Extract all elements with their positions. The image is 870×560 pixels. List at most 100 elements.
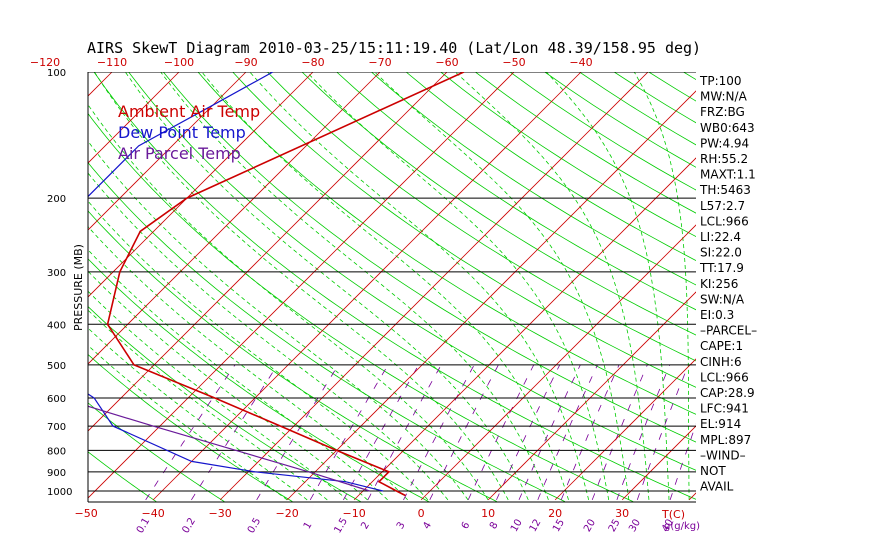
mixing-ratio-line-3 <box>403 364 475 501</box>
isobars <box>88 72 696 492</box>
stat-item: RH:55.2 <box>700 152 748 166</box>
moist-adiabat <box>88 200 429 501</box>
dry-adiabat <box>0 72 20 502</box>
mixing-ratio-label: 1 <box>302 520 315 531</box>
dry-adiabat <box>301 72 696 336</box>
pressure-label: 800 <box>47 446 66 457</box>
mixing-ratio-line-6 <box>467 364 535 501</box>
dry-adiabat <box>267 72 696 362</box>
profiles <box>88 72 465 497</box>
bottom-tick-label: −20 <box>276 507 299 520</box>
moist-adiabat <box>88 249 388 501</box>
top-tick-label: −60 <box>435 56 458 69</box>
top-tick-label: −90 <box>234 56 257 69</box>
mixing-ratio-label: 30 <box>627 517 643 534</box>
isotherm--100 <box>88 72 180 164</box>
mixing-ratio-unit-label: g(g/kg) <box>664 521 700 532</box>
moist-adiabat <box>306 72 610 500</box>
top-tick-label: −80 <box>301 56 324 69</box>
stat-item: TT:17.9 <box>699 261 744 275</box>
plot-area <box>0 72 696 502</box>
bottom-tick-label: −50 <box>75 507 98 520</box>
x-unit-label: T(C) <box>661 508 685 521</box>
pressure-label: 600 <box>47 394 66 405</box>
dry-adiabat <box>197 72 696 415</box>
mixing-ratio-label: 20 <box>582 517 598 534</box>
isotherm--30 <box>219 72 649 501</box>
moist-adiabat <box>160 72 549 501</box>
stat-item: LFC:941 <box>700 402 749 416</box>
top-tick-label: −110 <box>97 56 127 69</box>
mixing-ratio-label: 3 <box>395 520 408 531</box>
mixing-ratio-line-10 <box>518 364 581 501</box>
stat-item: –WIND– <box>700 448 746 462</box>
mixing-ratio-label: 8 <box>488 520 501 531</box>
mixing-ratio-line-2 <box>367 364 442 501</box>
mixing-ratio-line-40 <box>669 423 696 501</box>
mixing-ratio-lines <box>145 364 696 501</box>
mixing-ratio-label: 4 <box>421 520 434 531</box>
y-axis-title: PRESSURE (MB) <box>72 244 85 331</box>
stat-item: WB0:643 <box>700 121 755 135</box>
mixing-ratio-line-1 <box>309 364 389 501</box>
moist-adiabat <box>88 140 469 501</box>
legend: Ambient Air Temp Dew Point Temp Air Parc… <box>118 102 260 163</box>
stat-item: CINH:6 <box>700 355 742 369</box>
moist-adiabat <box>633 72 690 500</box>
moist-adiabat <box>455 72 650 500</box>
isotherm-30 <box>621 425 696 501</box>
isotherm-20 <box>554 358 696 501</box>
pressure-label: 900 <box>47 468 66 479</box>
top-tick-label: −50 <box>502 56 525 69</box>
isotherm--40 <box>152 72 582 501</box>
dew-point-temp-line <box>88 72 384 492</box>
mixing-ratio-label: 2 <box>359 520 372 531</box>
isotherm-10 <box>487 291 696 501</box>
isotherm--110 <box>88 72 113 97</box>
stat-item: CAPE:1 <box>700 339 743 353</box>
pressure-label: 200 <box>47 194 66 205</box>
mixing-ratio-label: 12 <box>528 517 544 534</box>
pressure-label: 400 <box>47 320 66 331</box>
bottom-tick-label: −10 <box>343 507 366 520</box>
stat-item: MPL:897 <box>700 433 751 447</box>
isotherm--50 <box>88 72 515 499</box>
dry-adiabat <box>128 72 696 471</box>
mixing-ratio-label: 6 <box>460 520 473 531</box>
mixing-ratio-line-20 <box>591 364 648 501</box>
legend-air-parcel-temp: Air Parcel Temp <box>118 144 241 163</box>
isotherm--90 <box>88 72 247 231</box>
moist-adiabat <box>249 72 589 500</box>
moist-adiabat <box>546 72 670 500</box>
stat-item: TH:5463 <box>699 183 751 197</box>
mixing-ratio-line-25 <box>616 364 671 501</box>
mixing-ratio-line-12 <box>537 364 598 501</box>
dry-adiabat <box>405 72 696 262</box>
bottom-tick-label: 0 <box>418 507 425 520</box>
stat-item: LCL:966 <box>700 370 749 384</box>
bottom-tick-label: 20 <box>548 507 562 520</box>
mixing-ratio-label: 0.2 <box>180 516 197 535</box>
bottom-tick-label: −40 <box>142 507 165 520</box>
dry-adiabat <box>232 72 696 388</box>
mixing-ratio-line-0.1 <box>145 364 236 501</box>
isotherm--80 <box>88 72 314 298</box>
pressure-labels: 100 200 300 400 500 600 700 800 900 1000 <box>47 68 72 498</box>
moist-adiabat <box>94 72 509 501</box>
isotherms <box>88 72 696 501</box>
stat-item: FRZ:BG <box>700 105 745 119</box>
mixing-ratio-label: 10 <box>509 517 525 534</box>
mixing-ratio-line-15 <box>560 364 620 501</box>
stat-item: TP:100 <box>699 74 742 88</box>
mixing-ratio-line-8 <box>496 364 561 501</box>
top-tick-label: −40 <box>569 56 592 69</box>
stat-item: PW:4.94 <box>700 136 749 150</box>
stat-item: MAXT:1.1 <box>700 168 756 182</box>
dry-adiabat <box>475 72 696 214</box>
moist-adiabat <box>88 104 489 501</box>
air-parcel-temp-line <box>88 405 370 492</box>
stat-item: EI:0.3 <box>700 308 734 322</box>
legend-ambient-air-temp: Ambient Air Temp <box>118 102 260 121</box>
dry-adiabat <box>336 72 696 311</box>
